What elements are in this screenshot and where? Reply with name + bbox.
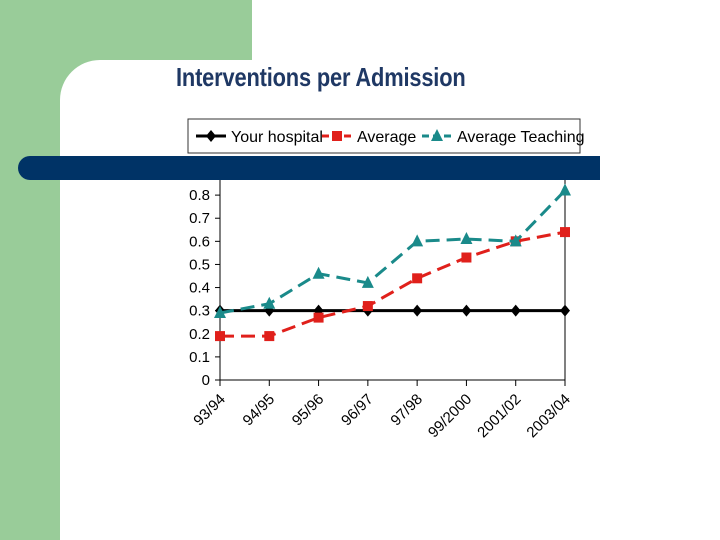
data-point-average [560, 227, 570, 238]
x-tick-label: 96/97 [338, 391, 377, 430]
chart-legend: Your hospital Average Average Teaching [187, 118, 585, 154]
data-point-average-teaching [214, 305, 226, 318]
y-tick-label: 0 [202, 372, 210, 389]
y-tick-label: 0.8 [189, 187, 210, 204]
legend-label-average-teaching: Average Teaching [457, 129, 585, 146]
data-point-average [215, 331, 225, 342]
data-point-average [313, 312, 324, 323]
data-point-your-hospital [560, 304, 570, 317]
data-point-average [412, 273, 423, 284]
y-tick-label: 0.2 [189, 326, 210, 343]
data-point-average-teaching [559, 183, 571, 196]
y-tick-label: 0.5 [189, 256, 210, 273]
legend-marker-average-teaching [431, 129, 443, 141]
data-point-average-teaching [411, 234, 424, 247]
data-point-your-hospital [510, 304, 521, 317]
legend-box [187, 118, 581, 154]
data-point-your-hospital [461, 304, 472, 317]
x-tick-label: 99/2000 [425, 391, 475, 441]
y-tick-label: 0.7 [189, 210, 210, 227]
legend-marker-average [332, 131, 342, 141]
x-tick-label: 2001/02 [474, 391, 524, 441]
chart-title: Interventions per Admission [176, 62, 466, 92]
x-tick-label: 94/95 [240, 391, 279, 430]
legend-label-your-hospital: Your hospital [231, 129, 323, 146]
y-tick-label: 0.3 [189, 303, 210, 320]
series-line-average [220, 230, 566, 338]
x-tick-label: 95/96 [289, 391, 328, 430]
x-tick-label: 93/94 [190, 391, 229, 430]
x-tick-label: 97/98 [387, 391, 426, 430]
data-point-average-teaching [312, 266, 325, 279]
y-tick-label: 0.4 [189, 280, 210, 297]
data-point-average [461, 252, 472, 263]
data-point-average [362, 301, 373, 312]
data-point-average-teaching [460, 232, 473, 245]
data-point-your-hospital [412, 304, 423, 317]
series-line-average-teaching [219, 189, 567, 315]
decorative-blue-bar [18, 156, 600, 180]
legend-label-average: Average [357, 129, 416, 146]
data-point-average-teaching [361, 275, 374, 288]
legend-marker-your-hospital [206, 130, 216, 142]
plot-area: 00.10.20.30.40.50.60.70.80.993/9494/9595… [189, 164, 574, 441]
y-tick-label: 0.1 [189, 349, 210, 366]
data-point-average [264, 331, 275, 342]
data-point-average-teaching [509, 234, 522, 247]
data-point-average-teaching [263, 296, 276, 309]
y-tick-label: 0.6 [189, 233, 210, 250]
x-tick-label: 2003/04 [523, 391, 573, 441]
